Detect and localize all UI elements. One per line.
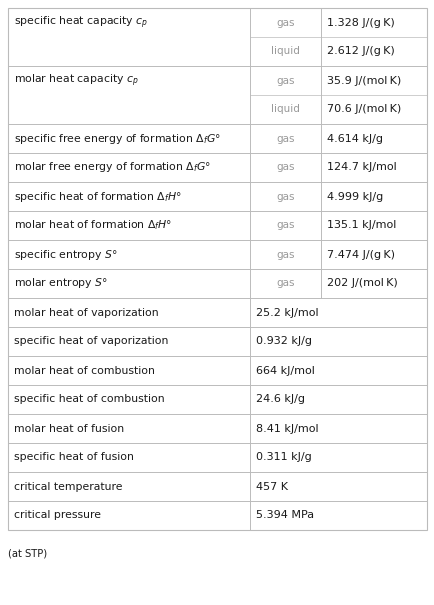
Text: 0.311 kJ/g: 0.311 kJ/g [256, 453, 311, 462]
Text: 1.328 J/(g K): 1.328 J/(g K) [326, 18, 393, 27]
Text: molar heat of vaporization: molar heat of vaporization [14, 307, 158, 318]
Text: 5.394 MPa: 5.394 MPa [256, 511, 314, 520]
Text: 70.6 J/(mol K): 70.6 J/(mol K) [326, 105, 400, 114]
Text: gas: gas [276, 278, 294, 289]
Text: molar entropy $S°$: molar entropy $S°$ [14, 276, 108, 290]
Text: specific heat of formation $\Delta_f H°$: specific heat of formation $\Delta_f H°$ [14, 189, 181, 203]
Text: gas: gas [276, 18, 294, 27]
Text: molar heat capacity $c_p$: molar heat capacity $c_p$ [14, 73, 138, 89]
Text: 24.6 kJ/g: 24.6 kJ/g [256, 394, 305, 405]
Text: gas: gas [276, 220, 294, 231]
Text: specific entropy $S°$: specific entropy $S°$ [14, 247, 117, 261]
Text: 7.474 J/(g K): 7.474 J/(g K) [326, 249, 394, 260]
Text: molar heat of combustion: molar heat of combustion [14, 365, 155, 376]
Text: specific heat of fusion: specific heat of fusion [14, 453, 134, 462]
Text: molar free energy of formation $\Delta_f G°$: molar free energy of formation $\Delta_f… [14, 160, 211, 174]
Text: 202 J/(mol K): 202 J/(mol K) [326, 278, 396, 289]
Text: 457 K: 457 K [256, 482, 287, 491]
Text: 25.2 kJ/mol: 25.2 kJ/mol [256, 307, 318, 318]
Text: liquid: liquid [270, 47, 299, 56]
Text: (at STP): (at STP) [8, 548, 47, 558]
Text: gas: gas [276, 249, 294, 260]
Text: specific heat capacity $c_p$: specific heat capacity $c_p$ [14, 15, 148, 31]
Text: critical pressure: critical pressure [14, 511, 101, 520]
Text: specific free energy of formation $\Delta_f G°$: specific free energy of formation $\Delt… [14, 131, 220, 145]
Text: gas: gas [276, 134, 294, 143]
Text: 35.9 J/(mol K): 35.9 J/(mol K) [326, 76, 400, 85]
Text: 0.932 kJ/g: 0.932 kJ/g [256, 336, 312, 347]
Text: molar heat of fusion: molar heat of fusion [14, 424, 124, 434]
Text: 4.614 kJ/g: 4.614 kJ/g [326, 134, 381, 143]
Text: 8.41 kJ/mol: 8.41 kJ/mol [256, 424, 318, 434]
Text: specific heat of combustion: specific heat of combustion [14, 394, 164, 405]
Bar [8, 8, 426, 530]
Text: 124.7 kJ/mol: 124.7 kJ/mol [326, 163, 395, 172]
Text: 664 kJ/mol: 664 kJ/mol [256, 365, 314, 376]
Bar [8, 8, 426, 530]
Text: gas: gas [276, 192, 294, 201]
Text: gas: gas [276, 163, 294, 172]
Text: gas: gas [276, 76, 294, 85]
Text: specific heat of vaporization: specific heat of vaporization [14, 336, 168, 347]
Text: 4.999 kJ/g: 4.999 kJ/g [326, 192, 382, 201]
Text: 135.1 kJ/mol: 135.1 kJ/mol [326, 220, 395, 231]
Text: liquid: liquid [270, 105, 299, 114]
Text: molar heat of formation $\Delta_f H°$: molar heat of formation $\Delta_f H°$ [14, 218, 172, 232]
Text: critical temperature: critical temperature [14, 482, 122, 491]
Text: 2.612 J/(g K): 2.612 J/(g K) [326, 47, 393, 56]
